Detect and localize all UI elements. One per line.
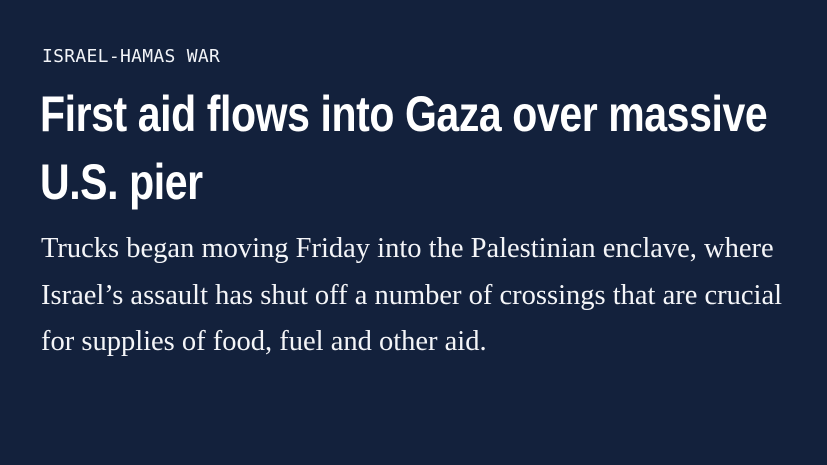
- article-summary: Trucks began moving Friday into the Pale…: [41, 233, 783, 357]
- headline[interactable]: First aid flows into Gaza over massive U…: [40, 86, 768, 210]
- section-kicker[interactable]: ISRAEL-HAMAS WAR: [42, 46, 221, 67]
